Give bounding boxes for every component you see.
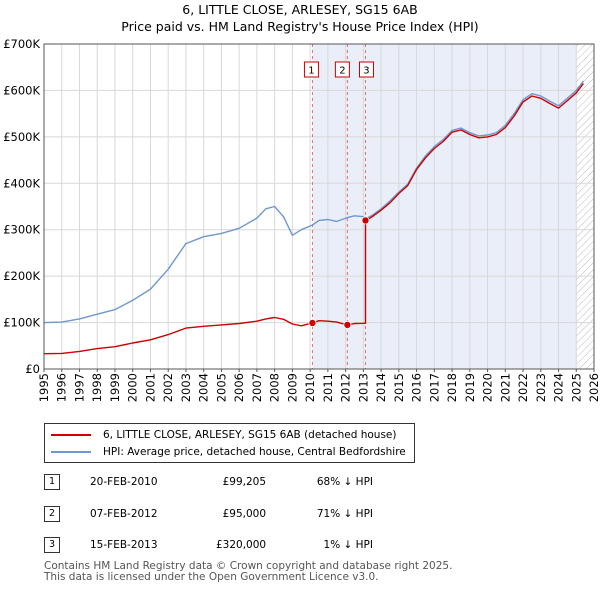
x-tick-label: 2018	[445, 373, 459, 402]
x-tick-label: 2012	[339, 373, 353, 402]
legend-item-property: 6, LITTLE CLOSE, ARLESEY, SG15 6AB (deta…	[51, 427, 397, 443]
legend-label-hpi: HPI: Average price, detached house, Cent…	[103, 446, 406, 458]
x-tick-label: 2023	[534, 373, 548, 402]
plot-frame	[43, 43, 595, 370]
chart-subtitle: Price paid vs. HM Land Registry's House …	[121, 19, 479, 34]
highlight-region	[312, 44, 577, 369]
x-tick-label: 1995	[37, 373, 51, 402]
transaction-label-box	[334, 61, 350, 78]
x-tick-label: 2025	[569, 373, 583, 402]
x-tick-label: 2015	[392, 373, 406, 402]
transaction-number: 3	[44, 537, 60, 553]
table-row: 2 07-FEB-2012 £95,000 71% ↓ HPI	[44, 506, 564, 524]
x-tick-label: 2024	[552, 373, 566, 402]
x-tick-label: 1996	[55, 373, 69, 402]
x-tick-label: 2002	[161, 373, 175, 402]
transaction-number: 1	[44, 474, 60, 490]
transaction-label-box	[358, 61, 374, 78]
x-tick-label: 2026	[587, 373, 600, 402]
transaction-marker	[308, 318, 317, 327]
x-tick-label: 2003	[179, 373, 193, 402]
footer-copyright: Contains HM Land Registry data © Crown c…	[44, 560, 453, 572]
x-tick-label: 2010	[303, 373, 317, 402]
legend: 6, LITTLE CLOSE, ARLESEY, SG15 6AB (deta…	[44, 423, 415, 463]
footer: Contains HM Land Registry data © Crown c…	[44, 561, 452, 583]
x-tick-label: 2008	[268, 373, 282, 402]
transaction-price: £95,000	[222, 508, 266, 520]
transaction-hpi-diff: 68% ↓ HPI	[316, 476, 373, 488]
forecast-hatch	[576, 44, 594, 369]
x-tick-label: 1997	[72, 373, 86, 402]
transaction-marker	[343, 320, 352, 329]
y-tick-label: £500K	[3, 130, 40, 144]
table-row: 3 15-FEB-2013 £320,000 1% ↓ HPI	[44, 537, 564, 555]
x-tick-label: 2005	[214, 373, 228, 402]
x-tick-label: 2017	[427, 373, 441, 402]
x-tick-label: 2013	[356, 373, 370, 402]
x-tick-label: 2006	[232, 373, 246, 402]
x-tick-label: 2019	[463, 373, 477, 402]
chart-title: 6, LITTLE CLOSE, ARLESEY, SG15 6AB	[182, 2, 418, 17]
legend-label-property: 6, LITTLE CLOSE, ARLESEY, SG15 6AB (deta…	[103, 429, 397, 441]
x-tick-label: 2009	[285, 373, 299, 402]
y-tick-label: £700K	[3, 37, 40, 51]
transaction-label: 1	[308, 66, 314, 77]
transaction-date: 20-FEB-2010	[90, 476, 158, 488]
transaction-marker	[361, 216, 370, 225]
x-tick-label: 1999	[108, 373, 122, 402]
footer-licence: This data is licensed under the Open Gov…	[44, 571, 379, 583]
transaction-label-box	[303, 61, 319, 78]
x-tick-label: 2011	[321, 373, 335, 402]
legend-swatch-property	[51, 434, 91, 436]
x-tick-label: 2020	[481, 373, 495, 402]
x-tick-label: 1998	[90, 373, 104, 402]
legend-swatch-hpi	[51, 451, 91, 453]
transaction-hpi-diff: 71% ↓ HPI	[316, 508, 373, 520]
y-tick-label: £600K	[3, 83, 40, 97]
y-tick-label: £200K	[3, 269, 40, 283]
table-row: 1 20-FEB-2010 £99,205 68% ↓ HPI	[44, 474, 564, 492]
transaction-price: £99,205	[222, 476, 266, 488]
transaction-date: 07-FEB-2012	[90, 508, 158, 520]
transaction-hpi-diff: 1% ↓ HPI	[323, 539, 373, 551]
transaction-date: 15-FEB-2013	[90, 539, 158, 551]
y-tick-label: £100K	[3, 316, 40, 330]
legend-item-hpi: HPI: Average price, detached house, Cent…	[51, 444, 406, 460]
y-tick-label: £0	[25, 362, 40, 376]
y-tick-label: £400K	[3, 176, 40, 190]
x-tick-label: 2021	[498, 373, 512, 402]
x-tick-label: 2000	[126, 373, 140, 402]
x-tick-label: 2014	[374, 373, 388, 402]
property-price-line	[43, 83, 584, 355]
price-chart: 1 2 3 £0 £100K £200K £300K £400K £500K £600K £700…	[3, 37, 600, 402]
transaction-number: 2	[44, 506, 60, 522]
x-tick-label: 2001	[143, 373, 157, 402]
x-tick-label: 2007	[250, 373, 264, 402]
transaction-label: 3	[363, 66, 369, 77]
x-tick-label: 2016	[410, 373, 424, 402]
y-tick-label: £300K	[3, 223, 40, 237]
transaction-price: £320,000	[216, 539, 267, 551]
x-tick-label: 2004	[197, 373, 211, 402]
x-tick-label: 2022	[516, 373, 530, 402]
transaction-label: 2	[339, 66, 345, 77]
